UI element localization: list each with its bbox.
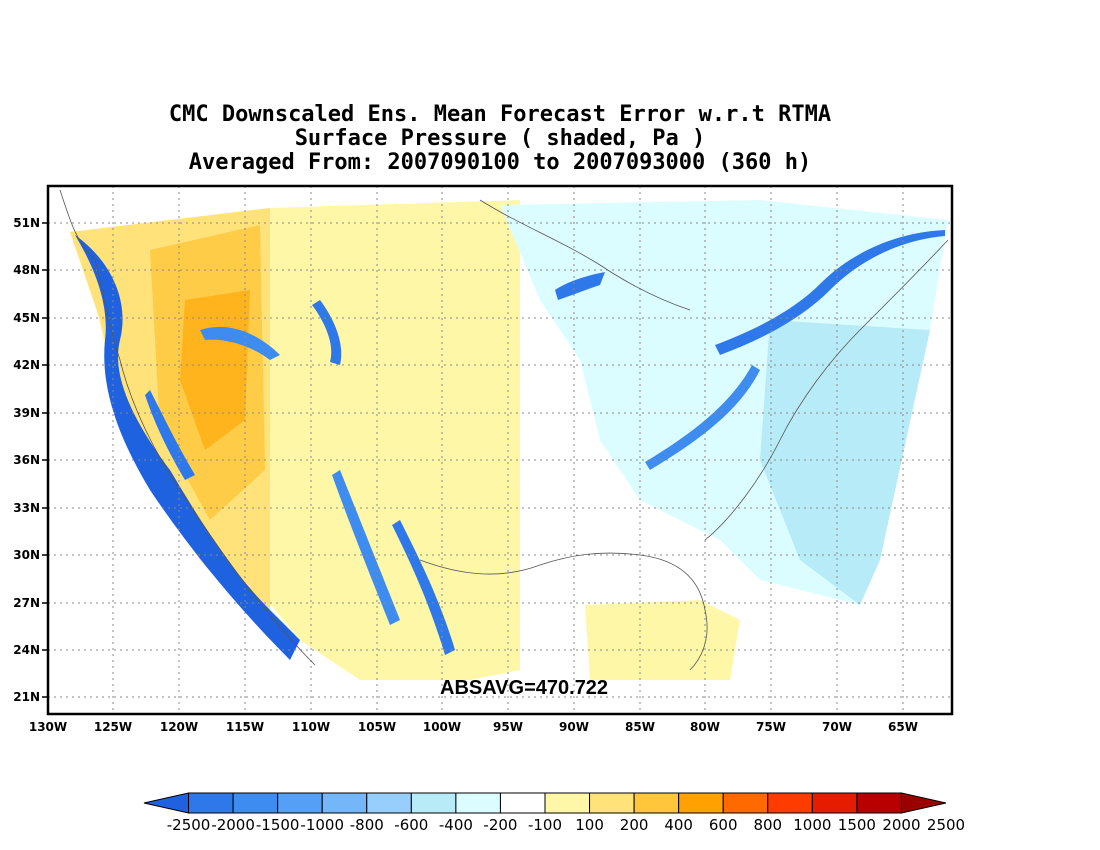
lon-label: 120W [160, 720, 198, 734]
lat-label: 51N [13, 216, 40, 230]
lat-label: 42N [13, 358, 40, 372]
colorbar-swatch [811, 792, 858, 814]
shaded-field [70, 200, 948, 680]
colorbar-swatch [900, 792, 947, 814]
colorbar-label: -1000 [300, 816, 344, 834]
colorbar-label: -1500 [256, 816, 300, 834]
lat-label: 36N [13, 453, 40, 467]
absavg-annotation: ABSAVG=470.722 [440, 677, 608, 699]
lat-label: 48N [13, 263, 40, 277]
colorbar-label: -200 [483, 816, 517, 834]
colorbar-label: 200 [620, 816, 649, 834]
colorbar-label: 1000 [793, 816, 831, 834]
lon-label: 65W [888, 720, 918, 734]
colorbar-swatch [678, 792, 724, 814]
colorbar-swatch [633, 792, 680, 814]
grid-lines [48, 186, 952, 714]
lat-label: 45N [13, 311, 40, 325]
colorbar-label: -600 [394, 816, 428, 834]
colorbar-swatch [321, 792, 368, 814]
lon-label: 125W [94, 720, 132, 734]
lon-label: 85W [625, 720, 655, 734]
colorbar-swatch [722, 792, 769, 814]
colorbar-label: -800 [350, 816, 384, 834]
colorbar-label: 100 [575, 816, 604, 834]
lon-label: 90W [559, 720, 589, 734]
coastlines [59, 189, 949, 671]
colorbar-label: 1500 [838, 816, 876, 834]
lon-label: 95W [493, 720, 523, 734]
colorbar-swatch [232, 792, 279, 814]
colorbar-label: 2500 [927, 816, 965, 834]
colorbar-swatch [366, 792, 412, 814]
lon-label: 105W [358, 720, 396, 734]
colorbar-swatch [410, 792, 457, 814]
lon-label: 110W [292, 720, 330, 734]
lat-label: 21N [13, 690, 40, 704]
lat-label: 33N [13, 501, 40, 515]
title-line-2: Surface Pressure ( shaded, Pa ) [294, 126, 706, 151]
lon-label: 80W [690, 720, 720, 734]
colorbar-label: 600 [709, 816, 738, 834]
lat-label: 24N [13, 643, 40, 657]
colorbar-swatch [856, 792, 902, 814]
colorbar-label: -2500 [167, 816, 211, 834]
colorbar-label: -100 [528, 816, 562, 834]
title-line-3: Averaged From: 2007090100 to 2007093000 … [188, 150, 812, 175]
lat-label: 27N [13, 596, 40, 610]
colorbar-label: -400 [439, 816, 473, 834]
colorbar-swatch [589, 792, 635, 814]
colorbar-swatch [499, 792, 546, 814]
lon-label: 130W [29, 720, 67, 734]
colorbar-swatch [143, 792, 190, 814]
latitude-labels: 51N 48N 45N 42N 39N 36N 33N 30N 27N 24N … [13, 216, 40, 704]
lon-label: 70W [822, 720, 852, 734]
color-bar: -2500 -2000 -1500 -1000 -800 -600 -400 -200 -100… [143, 792, 965, 834]
title-line-1: CMC Downscaled Ens. Mean Forecast Error … [168, 102, 832, 127]
colorbar-swatch [455, 792, 501, 814]
longitude-labels: 130W 125W 120W 115W 110W 105W 100W 95W 9… [29, 720, 918, 734]
colorbar-swatch [188, 792, 234, 814]
lat-label: 39N [13, 406, 40, 420]
colorbar-swatch [544, 792, 591, 814]
colorbar-label: 800 [753, 816, 782, 834]
lon-label: 75W [756, 720, 786, 734]
colorbar-label: 400 [664, 816, 693, 834]
colorbar-swatch [277, 792, 323, 814]
lon-label: 115W [226, 720, 264, 734]
colorbar-label: 2000 [882, 816, 920, 834]
colorbar-swatch [767, 792, 813, 814]
colorbar-label: -2000 [211, 816, 255, 834]
map-frame [46, 184, 954, 716]
lat-label: 30N [13, 548, 40, 562]
lon-label: 100W [423, 720, 461, 734]
